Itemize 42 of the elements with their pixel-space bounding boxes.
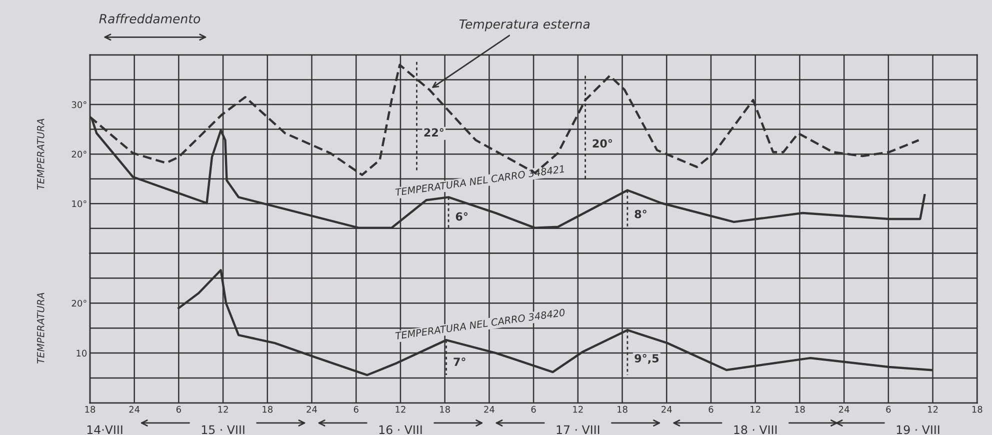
x-tick-label: 12 xyxy=(928,406,938,413)
x-tick-label: 24 xyxy=(129,406,140,413)
x-tick-label: 18 xyxy=(794,406,805,413)
y-axis-title: TEMPERATURA xyxy=(37,292,44,364)
series-label: 6° xyxy=(456,212,468,221)
series-label: 8° xyxy=(634,210,646,218)
x-tick-label: 12 xyxy=(573,406,583,413)
x-tick-label: 18 xyxy=(85,406,96,413)
x-tick-label: 6 xyxy=(708,406,714,413)
x-tick-label: 24 xyxy=(306,406,317,413)
x-tick-label: 18 xyxy=(262,406,273,413)
x-tick-label: 12 xyxy=(218,406,228,413)
y-tick-label: 20° xyxy=(72,300,86,307)
x2-tick-label: 14·VIII xyxy=(87,425,122,434)
text: Raffreddamento xyxy=(99,14,200,24)
x2-tick-label: 19 · VIII xyxy=(896,425,940,434)
x-tick-label: 24 xyxy=(662,406,672,413)
x2-tick-label: 17 · VIII xyxy=(556,425,600,434)
text: Temperatura esterna xyxy=(459,19,590,32)
series-label: 20° xyxy=(592,139,612,148)
x-tick-label: 24 xyxy=(484,406,494,413)
x2-tick-label: 16 · VIII xyxy=(379,425,422,434)
y-axis-title: TEMPERATURA xyxy=(37,118,44,190)
x-tick-label: 12 xyxy=(750,406,760,413)
x-tick-label: 6 xyxy=(176,406,181,413)
x2-tick-label: 18 · VIII xyxy=(734,425,777,434)
series-label: 22° xyxy=(424,128,444,136)
x-tick-label: 6 xyxy=(354,406,358,413)
y-tick-label: 10° xyxy=(72,200,86,208)
x-tick-label: 18 xyxy=(972,406,982,413)
x-tick-label: 24 xyxy=(838,406,850,413)
x-tick-label: 18 xyxy=(618,406,628,413)
x-tick-label: 6 xyxy=(531,406,536,413)
y-tick-label: 10 xyxy=(76,350,87,357)
x-tick-label: 18 xyxy=(440,406,450,413)
series-label: 9°,5 xyxy=(634,354,659,364)
x-tick-label: 12 xyxy=(396,406,406,413)
y-tick-label: 30° xyxy=(72,101,86,108)
x2-tick-label: 15 · VIII xyxy=(202,425,244,434)
series-label: 7° xyxy=(454,358,466,366)
y-tick-label: 20° xyxy=(72,150,86,158)
x-tick-label: 6 xyxy=(886,406,891,413)
